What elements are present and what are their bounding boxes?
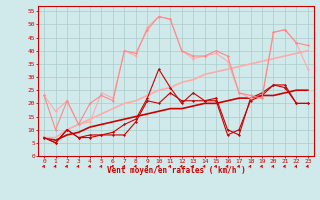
X-axis label: Vent moyen/en rafales ( km/h ): Vent moyen/en rafales ( km/h ) bbox=[107, 166, 245, 175]
